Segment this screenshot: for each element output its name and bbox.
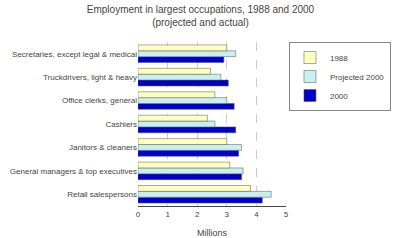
svg-text:1988: 1988 <box>330 54 348 63</box>
svg-text:Employment in largest occupati: Employment in largest occupations, 1988 … <box>87 4 315 28</box>
svg-text:3: 3 <box>225 210 230 219</box>
svg-text:Cashiers: Cashiers <box>105 120 137 129</box>
svg-text:2: 2 <box>195 210 200 219</box>
svg-text:5: 5 <box>284 210 289 219</box>
svg-text:General managers & top executi: General managers & top executives <box>10 167 137 176</box>
svg-text:Retail salespersons: Retail salespersons <box>67 190 137 199</box>
svg-text:Secretaries, except legal & me: Secretaries, except legal & medical <box>12 50 137 59</box>
svg-text:Janitors & cleaners: Janitors & cleaners <box>69 143 137 152</box>
svg-text:Truckdrivers, light & heavy: Truckdrivers, light & heavy <box>43 73 137 82</box>
svg-text:Office clerks, general: Office clerks, general <box>62 96 137 105</box>
svg-text:4: 4 <box>254 210 259 219</box>
svg-text:2000: 2000 <box>330 92 348 101</box>
svg-text:0: 0 <box>136 210 141 219</box>
svg-text:Millions: Millions <box>197 228 228 238</box>
svg-text:1: 1 <box>165 210 170 219</box>
svg-text:Projected 2000: Projected 2000 <box>330 73 384 82</box>
